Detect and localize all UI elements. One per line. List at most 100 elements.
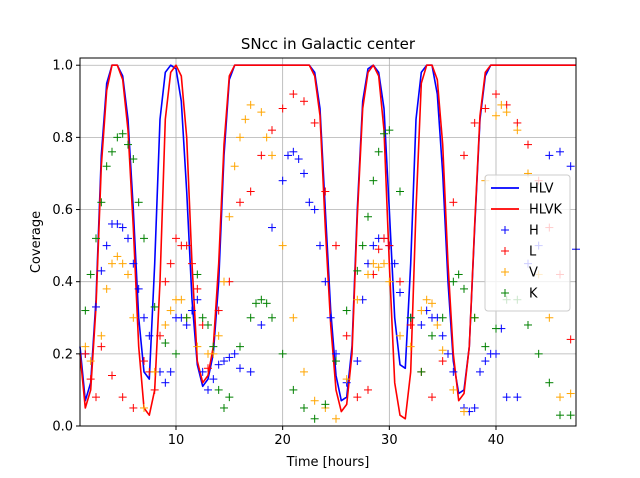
data-point-v bbox=[353, 295, 362, 304]
data-point-h bbox=[449, 367, 458, 376]
data-point-v bbox=[262, 133, 271, 142]
data-point-k bbox=[460, 284, 468, 293]
data-point-v bbox=[374, 263, 383, 272]
data-point-h bbox=[118, 223, 127, 232]
data-point-k bbox=[102, 162, 111, 171]
data-point-l bbox=[385, 241, 394, 250]
legend-swatch-h bbox=[501, 226, 509, 234]
data-point-v bbox=[246, 100, 255, 109]
data-point-k bbox=[438, 313, 447, 322]
data-point-l bbox=[364, 385, 372, 394]
data-point-v bbox=[150, 367, 159, 376]
data-point-k bbox=[236, 342, 244, 351]
data-point-v bbox=[385, 277, 394, 286]
data-point-l bbox=[92, 393, 100, 402]
data-point-k bbox=[161, 339, 170, 348]
legend-label-h: H bbox=[529, 224, 539, 239]
data-point-k bbox=[534, 349, 543, 358]
data-point-h bbox=[470, 403, 479, 412]
data-point-k bbox=[556, 411, 564, 420]
data-point-v bbox=[502, 108, 511, 117]
data-point-v bbox=[166, 306, 175, 315]
data-point-v bbox=[230, 162, 239, 171]
data-point-l bbox=[438, 357, 447, 366]
data-point-l bbox=[310, 118, 319, 127]
legend-swatch-l bbox=[501, 247, 509, 255]
data-point-k bbox=[97, 198, 106, 207]
data-point-v bbox=[209, 349, 218, 358]
data-point-v bbox=[113, 252, 122, 261]
data-point-l bbox=[396, 277, 404, 286]
data-point-h bbox=[134, 284, 143, 293]
data-point-v bbox=[332, 414, 340, 423]
data-point-h bbox=[556, 147, 564, 156]
data-point-l bbox=[161, 277, 170, 286]
data-point-l bbox=[380, 234, 388, 243]
x-tick-label: 40 bbox=[488, 433, 505, 448]
data-point-h bbox=[396, 288, 404, 297]
data-point-k bbox=[134, 198, 143, 207]
data-point-l bbox=[156, 331, 164, 340]
data-point-k bbox=[470, 313, 479, 322]
data-point-h bbox=[188, 306, 196, 315]
data-point-k bbox=[198, 313, 207, 322]
data-point-l bbox=[140, 357, 148, 366]
data-point-h bbox=[214, 360, 223, 369]
data-point-k bbox=[332, 357, 340, 366]
data-point-k bbox=[278, 349, 287, 358]
data-point-k bbox=[252, 299, 260, 308]
data-point-h bbox=[220, 357, 228, 366]
data-point-l bbox=[166, 259, 175, 268]
data-point-h bbox=[438, 331, 447, 340]
y-tick-label: 0.0 bbox=[52, 420, 73, 435]
data-point-h bbox=[310, 205, 319, 214]
data-point-k bbox=[374, 147, 383, 156]
data-point-k bbox=[92, 234, 100, 243]
data-point-h bbox=[326, 313, 335, 322]
data-point-v bbox=[369, 259, 378, 268]
data-point-h bbox=[417, 320, 426, 329]
data-point-k bbox=[428, 331, 436, 340]
data-point-h bbox=[193, 295, 202, 304]
data-point-k bbox=[209, 342, 218, 351]
data-point-l bbox=[172, 234, 180, 243]
data-point-l bbox=[470, 118, 479, 127]
data-point-v bbox=[428, 299, 436, 308]
data-point-l bbox=[449, 198, 458, 207]
data-point-h bbox=[129, 259, 138, 268]
data-point-k bbox=[246, 313, 255, 322]
y-tick-label: 0.2 bbox=[52, 347, 73, 362]
data-point-h bbox=[444, 349, 452, 358]
data-point-k bbox=[118, 129, 127, 138]
data-point-h bbox=[145, 331, 154, 340]
data-point-v bbox=[513, 126, 522, 135]
data-point-v bbox=[300, 367, 308, 376]
data-point-l bbox=[300, 97, 308, 106]
y-axis-label: Coverage bbox=[29, 211, 44, 273]
data-point-h bbox=[113, 219, 122, 228]
data-point-l bbox=[374, 245, 383, 254]
data-point-h bbox=[182, 320, 191, 329]
data-point-k bbox=[262, 299, 271, 308]
data-point-k bbox=[566, 411, 575, 420]
data-point-h bbox=[278, 176, 287, 185]
data-point-h bbox=[102, 241, 111, 250]
data-point-h bbox=[369, 241, 378, 250]
data-point-v bbox=[460, 407, 468, 416]
data-point-l bbox=[129, 403, 138, 412]
data-point-v bbox=[161, 320, 170, 329]
data-point-k bbox=[124, 140, 132, 149]
data-point-h bbox=[300, 169, 308, 178]
data-point-v bbox=[220, 277, 228, 286]
data-point-l bbox=[289, 90, 298, 99]
y-tick-label: 0.8 bbox=[52, 131, 73, 146]
data-point-l bbox=[268, 126, 276, 135]
data-point-k bbox=[220, 403, 228, 412]
data-point-l bbox=[150, 385, 159, 394]
legend-label-v: V bbox=[529, 266, 538, 281]
data-point-k bbox=[193, 270, 202, 279]
data-point-k bbox=[358, 241, 367, 250]
data-point-v bbox=[97, 331, 106, 340]
data-point-k bbox=[204, 320, 212, 329]
